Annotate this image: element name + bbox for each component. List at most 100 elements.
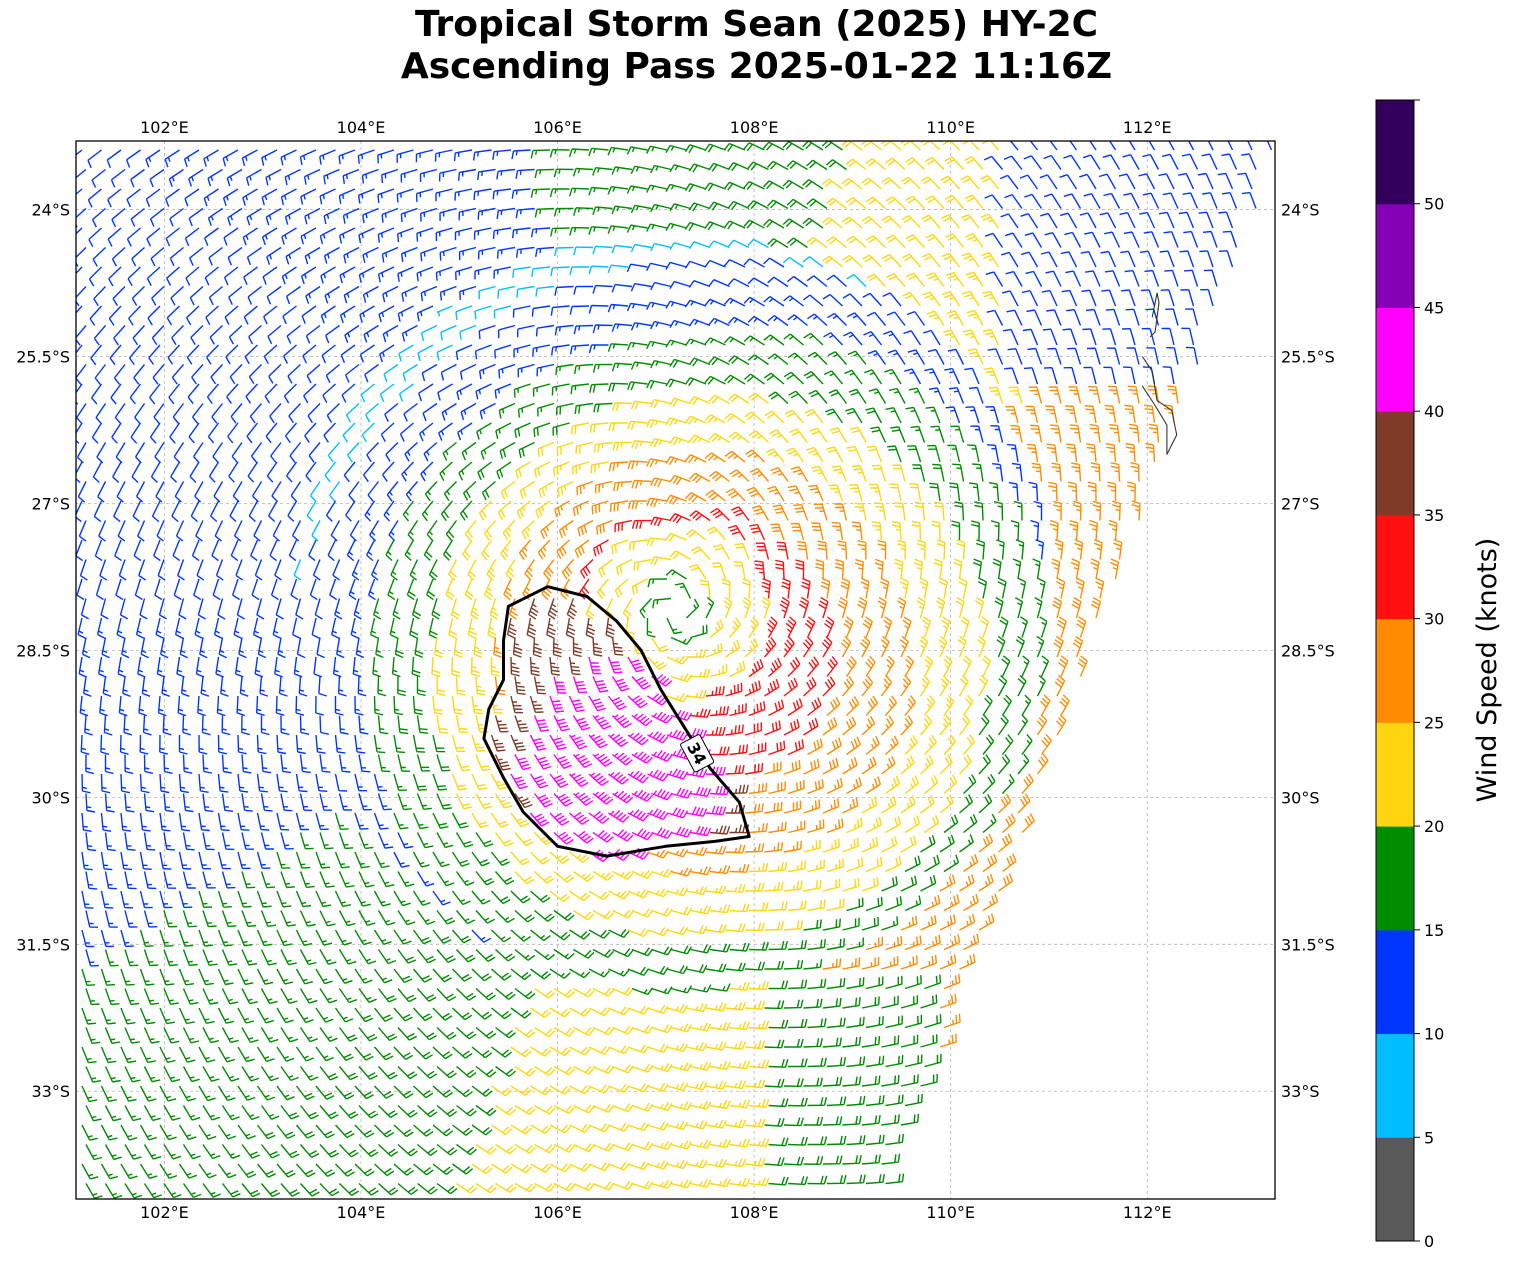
wind-barb xyxy=(704,259,726,268)
wind-barb xyxy=(728,355,750,366)
wind-barb xyxy=(149,168,165,188)
wind-barb xyxy=(236,598,245,620)
wind-barb xyxy=(826,696,841,717)
wind-barb xyxy=(393,1007,413,1022)
wind-barb xyxy=(577,519,594,537)
wind-barb xyxy=(710,507,730,521)
wind-barb xyxy=(491,1046,512,1058)
coastline-segment xyxy=(1149,292,1160,338)
wind-barb xyxy=(372,656,381,678)
wind-barb xyxy=(705,884,727,894)
wind-barb xyxy=(569,266,589,276)
wind-barb xyxy=(650,164,672,174)
wind-barb xyxy=(1103,366,1117,385)
wind-barb xyxy=(834,503,848,521)
wind-barb xyxy=(161,676,170,697)
wind-barb xyxy=(1089,424,1101,443)
wind-barb xyxy=(315,1046,334,1062)
wind-barb xyxy=(380,422,395,443)
wind-barb xyxy=(1043,154,1062,170)
wind-barb xyxy=(163,793,174,813)
wind-barb xyxy=(900,141,921,151)
wind-barb xyxy=(81,1163,99,1180)
wind-barb xyxy=(248,324,262,345)
wind-barb xyxy=(996,635,1006,658)
wind-barb xyxy=(267,324,282,345)
wind-barb xyxy=(1120,250,1136,268)
wind-barb xyxy=(475,1143,497,1155)
wind-barb xyxy=(843,616,854,638)
wind-barb xyxy=(139,812,151,832)
wind-barb xyxy=(246,246,262,266)
wind-barb xyxy=(788,1058,808,1068)
wind-barb xyxy=(1089,141,1097,151)
wind-barb xyxy=(96,617,106,639)
wind-barb xyxy=(963,893,979,912)
wind-barb xyxy=(432,734,446,753)
wind-barb xyxy=(286,461,298,483)
title-line-2: Ascending Pass 2025-01-22 11:16Z xyxy=(400,46,1113,87)
wind-barb xyxy=(511,227,531,239)
wind-barb xyxy=(471,1124,493,1136)
wind-barb xyxy=(970,425,984,443)
wind-barb xyxy=(1199,250,1214,268)
wind-barb xyxy=(1039,616,1048,638)
colorbar-tick-label: 35 xyxy=(1424,506,1444,525)
wind-barb xyxy=(869,483,883,502)
wind-barb xyxy=(592,714,612,730)
wind-barb xyxy=(217,890,232,908)
wind-barb xyxy=(768,1059,789,1068)
wind-barb xyxy=(705,1158,727,1168)
wind-barb xyxy=(553,676,567,694)
wind-barb xyxy=(378,1143,399,1157)
wind-barb xyxy=(723,259,746,268)
wind-barb xyxy=(960,616,970,638)
wind-barb xyxy=(1054,674,1066,697)
wind-barb xyxy=(113,325,126,346)
wind-barb xyxy=(607,343,629,352)
wind-barb xyxy=(397,832,414,849)
colorbar-bin xyxy=(1376,203,1414,308)
wind-barb xyxy=(120,851,133,871)
wind-barb xyxy=(260,793,273,812)
wind-barb xyxy=(534,909,555,922)
wind-barb xyxy=(865,1095,885,1107)
wind-barb xyxy=(221,793,234,812)
wind-barb xyxy=(315,1085,335,1100)
wind-barb xyxy=(159,1046,176,1063)
wind-barb xyxy=(229,500,239,523)
wind-barb xyxy=(459,363,477,380)
wind-barb xyxy=(1072,500,1082,521)
wind-barb xyxy=(1092,500,1102,521)
wind-barb xyxy=(574,402,594,415)
wind-barb xyxy=(385,539,395,562)
wind-barb xyxy=(962,694,974,716)
wind-barb xyxy=(435,188,453,202)
wind-barb xyxy=(1006,443,1019,463)
wind-barb xyxy=(806,656,820,677)
wind-barb xyxy=(727,200,750,210)
wind-barb xyxy=(880,675,893,697)
wind-barb xyxy=(892,464,906,482)
wind-barb xyxy=(1051,558,1061,580)
wind-barb xyxy=(650,399,672,409)
wind-barb xyxy=(686,846,708,857)
wind-barb xyxy=(997,674,1008,697)
wind-barb xyxy=(647,656,667,670)
wind-barb xyxy=(412,734,426,753)
wind-barb xyxy=(865,407,883,424)
wind-barb xyxy=(169,207,184,227)
wind-barb xyxy=(568,656,581,676)
wind-barb xyxy=(288,539,298,562)
wind-barb xyxy=(377,988,397,1003)
wind-barb xyxy=(569,1124,591,1134)
wind-barb xyxy=(639,598,653,619)
wind-barb xyxy=(275,598,284,620)
wind-barb xyxy=(296,637,306,659)
wind-barb xyxy=(1053,500,1062,521)
wind-barb xyxy=(494,754,511,771)
wind-barb xyxy=(533,793,553,808)
wind-barb xyxy=(420,285,438,302)
wind-barb xyxy=(612,402,633,412)
wind-barb xyxy=(885,234,906,248)
